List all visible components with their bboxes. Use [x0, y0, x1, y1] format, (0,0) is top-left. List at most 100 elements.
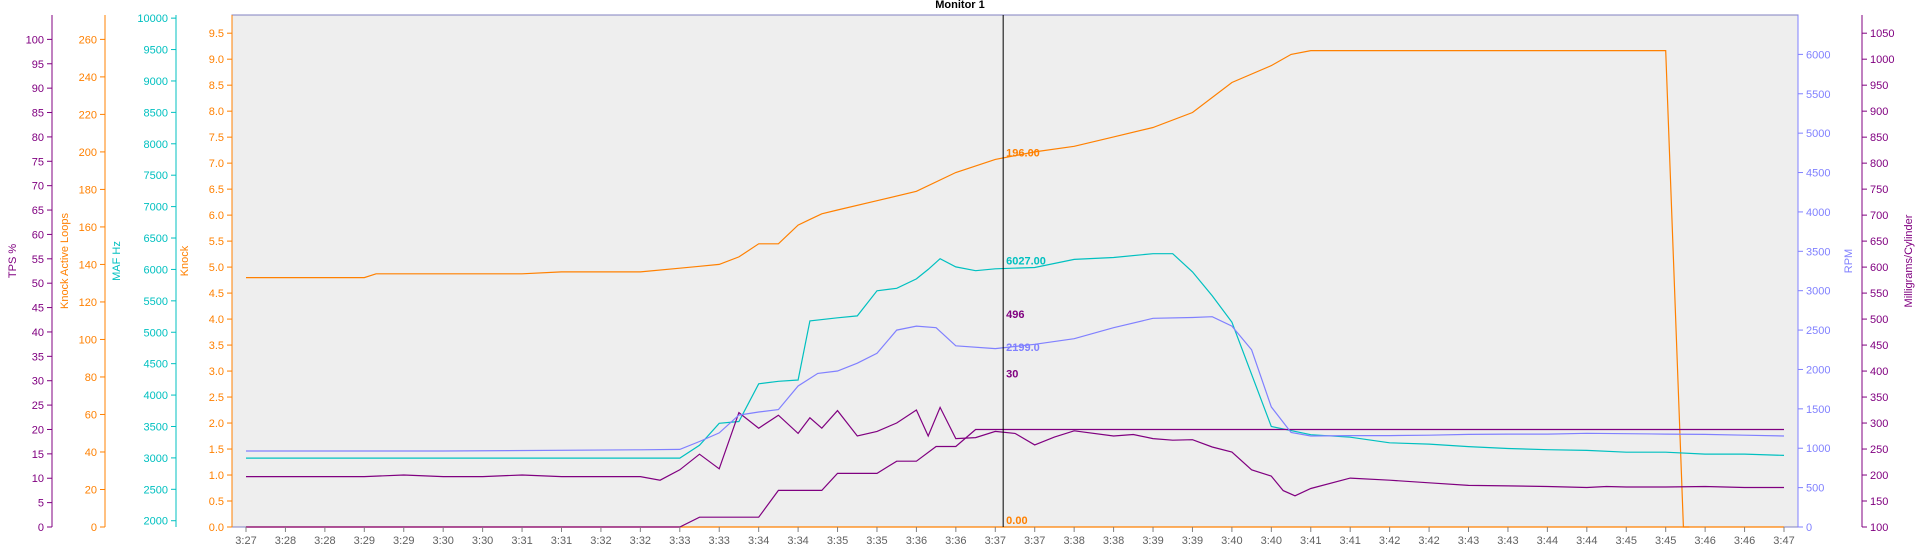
y-axis-tps: 0 5 10 15 20 25 30 35 40 45 50 55 60 65 70 75 80 85 90 95 10… — [7, 15, 53, 534]
y-tick-label: 200 — [79, 147, 97, 159]
y-tick-label: 30 — [32, 376, 44, 388]
x-tick-label: 3:28 — [314, 535, 335, 547]
cursor-layer: 196.00 6027.00 496 2199.0 30 0.00 — [1002, 15, 1046, 527]
y-tick-label: 120 — [79, 297, 97, 309]
x-tick-label: 3:38 — [1103, 535, 1124, 547]
y-tick-label: 1000 — [1870, 54, 1894, 66]
x-tick-label: 3:43 — [1458, 535, 1479, 547]
y-tick-label: 1.5 — [209, 444, 224, 456]
y-axis-title: Milligrams/Cylinder — [1903, 214, 1915, 307]
y-tick-label: 40 — [85, 447, 97, 459]
x-tick-label: 3:45 — [1655, 535, 1676, 547]
y-tick-label: 6000 — [144, 264, 168, 276]
y-tick-label: 850 — [1870, 132, 1888, 144]
y-tick-label: 3000 — [144, 453, 168, 465]
y-tick-label: 75 — [32, 156, 44, 168]
x-tick-label: 3:35 — [866, 535, 887, 547]
y-tick-label: 1050 — [1870, 28, 1894, 40]
x-tick-label: 3:27 — [235, 535, 256, 547]
x-tick-label: 3:40 — [1221, 535, 1242, 547]
y-tick-label: 25 — [32, 400, 44, 412]
y-tick-label: 650 — [1870, 236, 1888, 248]
y-tick-label: 4000 — [1806, 207, 1830, 219]
x-tick-label: 3:46 — [1734, 535, 1755, 547]
y-tick-label: 200 — [1870, 470, 1888, 482]
y-tick-label: 950 — [1870, 80, 1888, 92]
y-tick-label: 0.0 — [209, 522, 224, 534]
y-tick-label: 3.5 — [209, 340, 224, 352]
y-tick-label: 550 — [1870, 288, 1888, 300]
x-tick-label: 3:28 — [275, 535, 296, 547]
x-tick-label: 3:31 — [551, 535, 572, 547]
cursor-value-kal: 196.00 — [1006, 147, 1040, 159]
y-tick-label: 260 — [79, 34, 97, 46]
y-tick-label: 0 — [91, 522, 97, 534]
y-tick-label: 95 — [32, 59, 44, 71]
x-tick-label: 3:34 — [787, 535, 808, 547]
y-tick-label: 5000 — [1806, 128, 1830, 140]
y-tick-label: 1.0 — [209, 470, 224, 482]
x-tick-label: 3:30 — [432, 535, 453, 547]
y-tick-label: 3500 — [144, 421, 168, 433]
y-tick-label: 500 — [1806, 483, 1824, 495]
y-tick-label: 20 — [85, 484, 97, 496]
y-tick-label: 5500 — [144, 296, 168, 308]
y-axis-title: Knock Active Loops — [59, 213, 71, 310]
x-tick-label: 3:41 — [1300, 535, 1321, 547]
y-tick-label: 0 — [1806, 522, 1812, 534]
y-tick-label: 10000 — [137, 13, 168, 25]
y-tick-label: 180 — [79, 184, 97, 196]
y-tick-label: 7.0 — [209, 158, 224, 170]
y-tick-label: 8000 — [144, 139, 168, 151]
chart-title: Monitor 1 — [935, 0, 985, 11]
x-tick-label: 3:42 — [1379, 535, 1400, 547]
x-tick-label: 3:39 — [1182, 535, 1203, 547]
y-axis-kal: 0 20 40 60 80 100 120 140 160 180 200 220 240 260 Knoc… — [59, 15, 106, 534]
y-tick-label: 8500 — [144, 107, 168, 119]
y-tick-label: 5.5 — [209, 236, 224, 248]
y-tick-label: 45 — [32, 303, 44, 315]
y-tick-label: 1000 — [1806, 443, 1830, 455]
x-tick-label: 3:34 — [748, 535, 769, 547]
x-tick-label: 3:33 — [669, 535, 690, 547]
y-tick-label: 800 — [1870, 158, 1888, 170]
x-tick-label: 3:38 — [1063, 535, 1084, 547]
y-tick-label: 4500 — [144, 359, 168, 371]
x-tick-label: 3:31 — [511, 535, 532, 547]
x-tick-label: 3:43 — [1497, 535, 1518, 547]
y-tick-label: 6000 — [1806, 49, 1830, 61]
x-tick-label: 3:44 — [1576, 535, 1597, 547]
y-tick-label: 900 — [1870, 106, 1888, 118]
x-tick-label: 3:35 — [827, 535, 848, 547]
y-tick-label: 2500 — [1806, 325, 1830, 337]
y-tick-label: 40 — [32, 327, 44, 339]
y-tick-label: 100 — [1870, 522, 1888, 534]
y-tick-label: 90 — [32, 83, 44, 95]
y-tick-label: 6.5 — [209, 184, 224, 196]
y-axis-title: MAF Hz — [111, 241, 123, 281]
y-tick-label: 7.5 — [209, 132, 224, 144]
series-line-rpm — [246, 316, 1785, 452]
y-tick-label: 5.0 — [209, 262, 224, 274]
y-tick-label: 450 — [1870, 340, 1888, 352]
y-tick-label: 7000 — [144, 202, 168, 214]
x-tick-label: 3:36 — [906, 535, 927, 547]
y-tick-label: 300 — [1870, 418, 1888, 430]
x-tick-label: 3:44 — [1537, 535, 1558, 547]
series-line-tps — [246, 428, 1784, 528]
cursor-value-mgc: 496 — [1006, 309, 1024, 321]
x-tick-label: 3:47 — [1773, 535, 1794, 547]
y-tick-label: 8.0 — [209, 106, 224, 118]
y-axis-title: TPS % — [7, 244, 19, 278]
y-tick-label: 3.0 — [209, 366, 224, 378]
x-tick-label: 3:42 — [1418, 535, 1439, 547]
x-axis: 3:27 3:28 3:28 3:29 3:29 3:30 3:30 3:31 3:31 3:32… — [235, 527, 1795, 547]
y-tick-label: 400 — [1870, 366, 1888, 378]
y-tick-label: 5500 — [1806, 89, 1830, 101]
cursor-value-tps: 30 — [1006, 369, 1018, 381]
y-tick-label: 2000 — [144, 516, 168, 528]
y-tick-label: 60 — [85, 409, 97, 421]
y-axis-title: RPM — [1843, 249, 1855, 273]
y-tick-label: 4000 — [144, 390, 168, 402]
